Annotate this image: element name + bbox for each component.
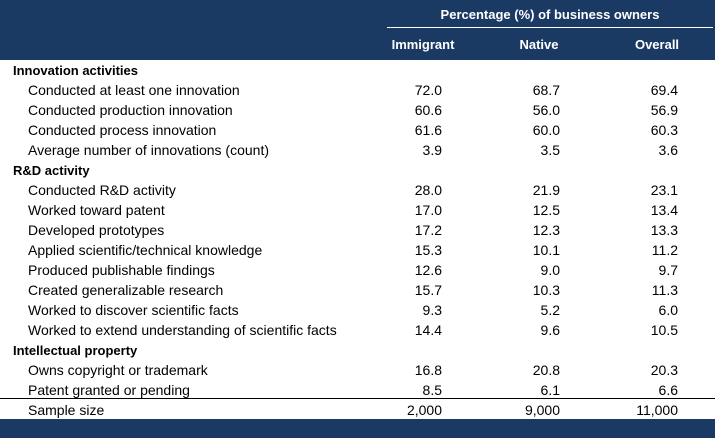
row-label: Worked toward patent (28, 202, 165, 218)
sample-size-rule (0, 398, 715, 399)
row-label: Conducted production innovation (28, 102, 233, 118)
cell-native: 21.9 (532, 182, 560, 198)
cell-immigrant: 61.6 (414, 122, 442, 138)
cell-overall: 3.6 (658, 142, 678, 158)
column-header-overall: Overall (634, 37, 680, 52)
cell-immigrant: 16.8 (414, 362, 442, 378)
table-row: Conducted process innovation 61.6 60.0 60.3 (0, 120, 715, 140)
table-row: Conducted production innovation 60.6 56.0 5… (0, 100, 715, 120)
cell-native: 10.3 (532, 282, 560, 298)
row-label: Applied scientific/technical knowledge (28, 242, 263, 258)
cell-immigrant: 72.0 (414, 82, 442, 98)
cell-immigrant: 28.0 (414, 182, 442, 198)
row-label: Sample size (28, 402, 105, 418)
cell-native: 6.1 (540, 382, 560, 398)
row-label: Conducted R&D activity (28, 182, 176, 198)
cell-overall: 13.3 (650, 222, 678, 238)
cell-native: 9,000 (524, 402, 560, 418)
cell-native: 5.2 (540, 302, 560, 318)
column-group-rule (387, 27, 713, 28)
cell-overall: 10.5 (650, 322, 678, 338)
cell-overall: 6.6 (658, 382, 678, 398)
row-label: Average number of innovations (count) (28, 142, 269, 158)
cell-native: 20.8 (532, 362, 560, 378)
row-label: Created generalizable research (28, 282, 224, 298)
cell-overall: 60.3 (650, 122, 678, 138)
column-header-native: Native (519, 37, 559, 52)
row-label: Developed prototypes (28, 222, 165, 238)
cell-overall: 13.4 (650, 202, 678, 218)
cell-immigrant: 2,000 (406, 402, 442, 418)
cell-immigrant: 14.4 (414, 322, 442, 338)
cell-overall: 69.4 (650, 82, 678, 98)
cell-native: 68.7 (532, 82, 560, 98)
cell-immigrant: 12.6 (414, 262, 442, 278)
row-label: Worked to discover scientific facts (28, 302, 239, 318)
cell-overall: 20.3 (650, 362, 678, 378)
section-label: Innovation activities (13, 63, 138, 78)
cell-overall: 6.0 (658, 302, 678, 318)
cell-immigrant: 60.6 (414, 102, 442, 118)
cell-immigrant: 17.0 (414, 202, 442, 218)
section-header: R&D activity (0, 160, 715, 180)
column-header-immigrant: Immigrant (391, 37, 455, 52)
table-row: Sample size 2,000 9,000 11,000 (0, 400, 715, 420)
table-row: Worked to extend understanding of scient… (0, 320, 715, 340)
cell-native: 10.1 (532, 242, 560, 258)
cell-overall: 9.7 (658, 262, 678, 278)
cell-overall: 11.2 (651, 242, 678, 258)
row-label: Worked to extend understanding of scient… (28, 322, 337, 338)
table-row: Patent granted or pending 8.5 6.1 6.6 (0, 380, 715, 400)
cell-immigrant: 8.5 (422, 382, 442, 398)
table-row: Applied scientific/technical knowledge 15… (0, 240, 715, 260)
row-label: Conducted at least one innovation (28, 82, 240, 98)
cell-native: 60.0 (532, 122, 560, 138)
cell-immigrant: 17.2 (414, 222, 442, 238)
row-label: Conducted process innovation (28, 122, 217, 138)
table-row: Conducted R&D activity 28.0 21.9 23.1 (0, 180, 715, 200)
cell-native: 3.5 (540, 142, 560, 158)
cell-immigrant: 9.3 (422, 302, 442, 318)
table-footer-bar (0, 419, 715, 438)
section-header: Innovation activities (0, 60, 715, 80)
table-row: Worked to discover scientific facts 9.3 5.… (0, 300, 715, 320)
table-row: Conducted at least one innovation 72.0 68.… (0, 80, 715, 100)
cell-immigrant: 15.3 (414, 242, 442, 258)
cell-native: 12.5 (532, 202, 560, 218)
cell-overall: 23.1 (650, 182, 678, 198)
cell-native: 9.0 (540, 262, 560, 278)
table-row: Created generalizable research 15.7 10.3 11… (0, 280, 715, 300)
cell-native: 9.6 (540, 322, 560, 338)
cell-overall: 56.9 (650, 102, 678, 118)
section-header: Intellectual property (0, 340, 715, 360)
cell-native: 12.3 (532, 222, 560, 238)
table-header: Percentage (%) of business owners Immigr… (0, 0, 715, 60)
section-label: Intellectual property (13, 343, 138, 358)
column-group-title: Percentage (%) of business owners (440, 7, 660, 22)
cell-immigrant: 3.9 (422, 142, 442, 158)
cell-overall: 11.3 (651, 282, 678, 298)
cell-native: 56.0 (532, 102, 560, 118)
section-label: R&D activity (13, 163, 90, 178)
table-row: Average number of innovations (count) 3.9… (0, 140, 715, 160)
table-row: Produced publishable findings 12.6 9.0 9.7 (0, 260, 715, 280)
cell-immigrant: 15.7 (414, 282, 442, 298)
table-row: Developed prototypes 17.2 12.3 13.3 (0, 220, 715, 240)
row-label: Produced publishable findings (28, 262, 215, 278)
row-label: Patent granted or pending (28, 382, 190, 398)
table-row: Owns copyright or trademark 16.8 20.8 20.3 (0, 360, 715, 380)
row-label: Owns copyright or trademark (28, 362, 208, 378)
cell-overall: 11,000 (636, 402, 678, 418)
table-row: Worked toward patent 17.0 12.5 13.4 (0, 200, 715, 220)
